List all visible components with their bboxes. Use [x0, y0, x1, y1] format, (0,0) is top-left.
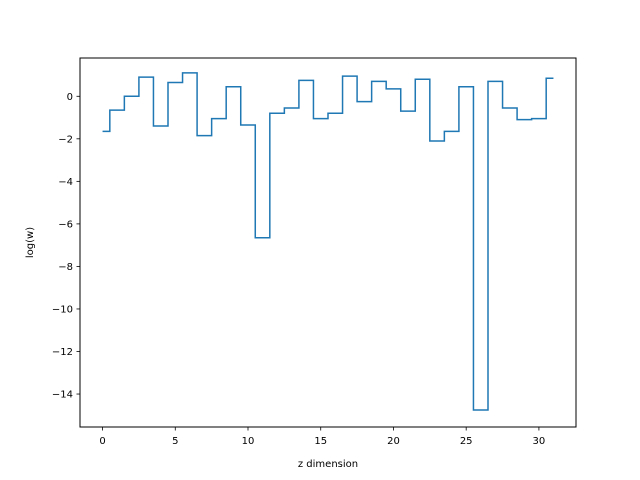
- x-tick-label: 5: [172, 436, 178, 447]
- x-tick-label: 15: [314, 436, 327, 447]
- y-axis-label: log(w): [25, 227, 36, 258]
- x-axis: 0 5 10 15 20 25 30: [99, 427, 545, 447]
- y-tick-label: −14: [52, 390, 73, 401]
- y-tick-label: −10: [52, 304, 73, 315]
- plot-area: [102, 72, 554, 411]
- x-axis-label: z dimension: [298, 459, 358, 470]
- y-tick-label: −2: [58, 134, 73, 145]
- y-tick-label: −8: [58, 262, 73, 273]
- y-tick-label: −6: [58, 219, 73, 230]
- y-tick-label: −12: [52, 347, 73, 358]
- x-tick-label: 30: [533, 436, 546, 447]
- x-tick-label: 20: [387, 436, 400, 447]
- series-line-0: [102, 72, 554, 411]
- y-axis: 0 −2 −4 −6 −8 −10 −12 −14: [52, 92, 80, 401]
- x-tick-label: 25: [460, 436, 473, 447]
- y-tick-label: 0: [67, 92, 73, 103]
- x-tick-label: 0: [99, 436, 105, 447]
- y-tick-label: −4: [58, 177, 73, 188]
- x-tick-label: 10: [242, 436, 255, 447]
- axes-frame: [79, 57, 577, 428]
